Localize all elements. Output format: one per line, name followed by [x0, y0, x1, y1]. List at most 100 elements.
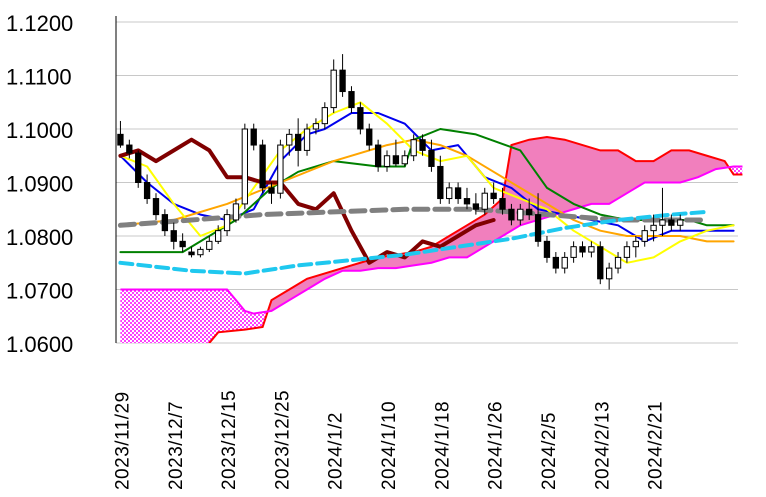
candlestick: [197, 246, 204, 258]
y-tick-label: 1.1100: [6, 65, 72, 90]
candle-body-down: [135, 152, 142, 183]
candle-body-up: [588, 246, 595, 253]
candlestick: [632, 236, 639, 258]
candlestick: [286, 129, 293, 156]
senkou-span-a-line: [208, 136, 743, 343]
candle-body-up: [330, 69, 337, 109]
candle-body-up: [517, 208, 524, 221]
candle-body-down: [463, 198, 471, 205]
candle-body-up: [312, 123, 320, 130]
candle-body-down: [499, 198, 506, 210]
candle-body-up: [659, 219, 666, 226]
x-tick-label: 2024/1/18: [432, 401, 453, 490]
candlestick: [152, 193, 160, 220]
candlestick: [366, 123, 373, 151]
candlestick: [472, 193, 480, 215]
candlestick: [135, 150, 142, 188]
candlestick: [374, 139, 382, 172]
candle-body-up: [650, 224, 657, 232]
candlestick: [179, 233, 186, 253]
candlestick: [392, 139, 400, 167]
candle-body-down: [428, 149, 435, 167]
candlestick: [303, 123, 311, 156]
candlestick: [570, 241, 577, 263]
candle-body-down: [348, 91, 355, 109]
candle-body-down: [472, 203, 480, 210]
candle-body-down: [526, 208, 533, 216]
candle-body-up: [303, 128, 311, 151]
candlestick: [170, 222, 177, 250]
candle-body-down: [668, 219, 675, 226]
candlestick: [454, 182, 462, 204]
candlestick: [490, 182, 497, 204]
candlestick: [357, 102, 364, 135]
candlestick: [677, 214, 684, 231]
candlestick: [206, 236, 213, 253]
candlestick: [650, 214, 657, 242]
series-line-6: [117, 206, 710, 228]
candlestick: [241, 123, 249, 210]
candlestick: [597, 241, 604, 285]
senkou-span-b-line: [120, 165, 743, 315]
candle-body-up: [614, 256, 622, 269]
candlestick: [561, 252, 568, 274]
x-tick-label: 2024/2/13: [592, 401, 613, 490]
candle-body-down: [597, 246, 604, 280]
candle-body-up: [623, 246, 631, 258]
candlestick: [143, 174, 151, 204]
y-tick-label: 1.1200: [6, 11, 73, 36]
candlestick: [605, 262, 613, 290]
series-line-4: [119, 101, 735, 264]
candlestick: [250, 123, 257, 151]
candle-body-up: [197, 248, 204, 256]
candle-body-up: [321, 107, 328, 125]
candle-body-up: [241, 128, 249, 205]
candlestick: [188, 246, 195, 258]
x-tick-label: 2023/12/15: [219, 390, 240, 490]
candlestick: [428, 139, 435, 172]
candle-body-down: [366, 128, 373, 146]
candlestick: [161, 209, 169, 236]
candle-body-down: [188, 251, 195, 256]
candlestick: [268, 182, 275, 204]
candlestick: [534, 193, 542, 247]
ichimoku-cloud: [120, 136, 743, 343]
candle-body-up: [641, 230, 648, 242]
candlestick: [623, 241, 631, 263]
candle-body-up: [215, 230, 222, 242]
candle-body-down: [543, 240, 551, 258]
candle-body-down: [374, 144, 382, 167]
candle-body-up: [570, 246, 577, 258]
candle-body-up: [223, 214, 231, 232]
candle-body-up: [561, 256, 568, 269]
candlestick: [437, 155, 444, 204]
candlestick: [659, 187, 666, 236]
series-line-5: [118, 137, 496, 265]
candle-body-down: [490, 192, 497, 200]
y-tick-label: 1.1000: [6, 118, 73, 143]
series-line-7: [118, 209, 709, 276]
y-tick-label: 1.0600: [6, 332, 73, 357]
candle-body-down: [437, 165, 444, 200]
candle-body-up: [286, 133, 293, 146]
x-tick-label: 2024/2/21: [646, 401, 667, 490]
candlestick: [668, 214, 675, 231]
candle-body-down: [339, 69, 346, 93]
candle-body-down: [161, 214, 169, 232]
candlestick: [277, 139, 284, 199]
candle-body-down: [268, 187, 275, 194]
candlestick: [543, 236, 551, 263]
candlestick: [348, 86, 355, 113]
candle-body-down: [508, 208, 515, 221]
cloud-fill-bearish: [120, 289, 268, 343]
candle-body-down: [534, 214, 542, 242]
candlestick: [401, 150, 408, 167]
candle-body-down: [179, 240, 186, 248]
candlestick: [614, 252, 622, 274]
candle-body-down: [419, 139, 426, 151]
candlestick: [259, 139, 266, 194]
candlestick: [339, 54, 346, 97]
x-tick-label: 2024/1/10: [379, 401, 400, 490]
